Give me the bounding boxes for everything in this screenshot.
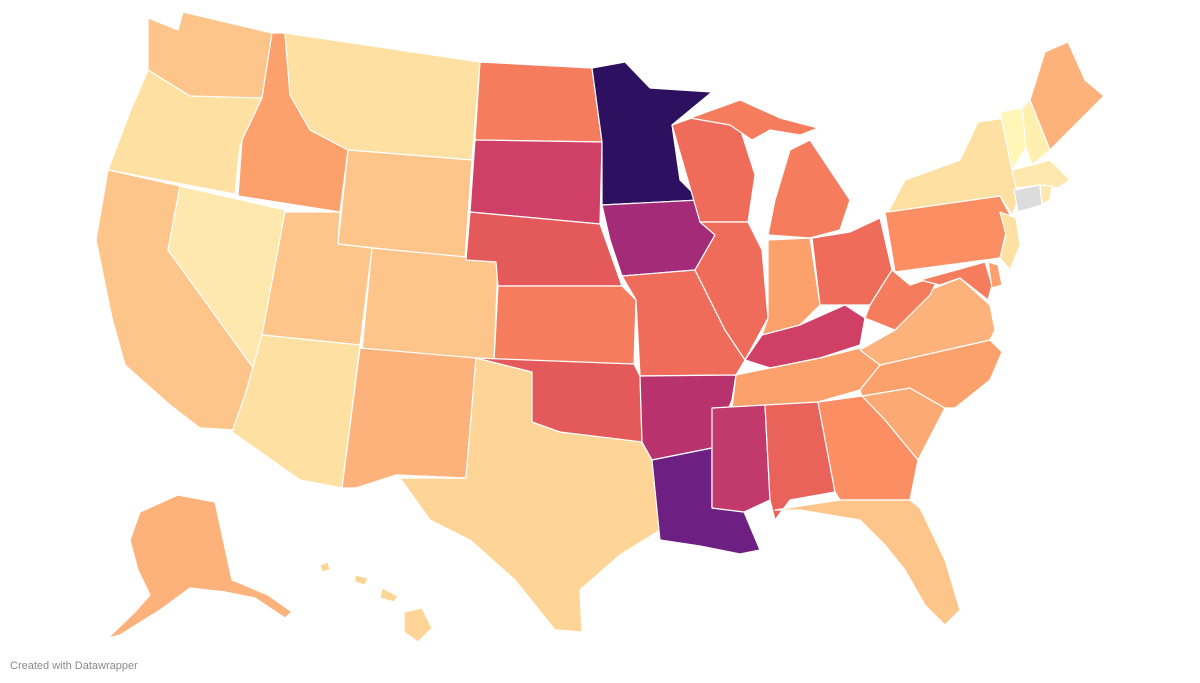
state-AK[interactable] bbox=[107, 494, 293, 639]
state-ME[interactable] bbox=[1029, 41, 1105, 151]
datawrapper-credit: Created with Datawrapper bbox=[10, 660, 138, 672]
state-MS[interactable] bbox=[711, 404, 771, 513]
state-MN[interactable] bbox=[591, 61, 713, 206]
state-WY[interactable] bbox=[337, 149, 473, 259]
state-MA[interactable] bbox=[1011, 159, 1071, 189]
state-OK[interactable] bbox=[475, 357, 643, 443]
state-ND[interactable] bbox=[474, 61, 603, 143]
state-MI[interactable] bbox=[689, 99, 851, 239]
state-SD[interactable] bbox=[469, 139, 603, 225]
state-FL[interactable] bbox=[774, 499, 961, 626]
state-NM[interactable] bbox=[341, 347, 477, 489]
state-NJ[interactable] bbox=[999, 211, 1021, 271]
state-AZ[interactable] bbox=[231, 334, 361, 489]
state-NH[interactable] bbox=[1021, 99, 1051, 166]
state-CT[interactable] bbox=[1013, 184, 1043, 213]
state-OR[interactable] bbox=[107, 69, 263, 195]
state-KS[interactable] bbox=[493, 285, 637, 365]
state-CO[interactable] bbox=[361, 247, 499, 361]
state-DE[interactable] bbox=[987, 261, 1003, 289]
state-MD[interactable] bbox=[919, 261, 993, 301]
state-HI[interactable] bbox=[319, 561, 433, 643]
state-RI[interactable] bbox=[1039, 184, 1053, 205]
